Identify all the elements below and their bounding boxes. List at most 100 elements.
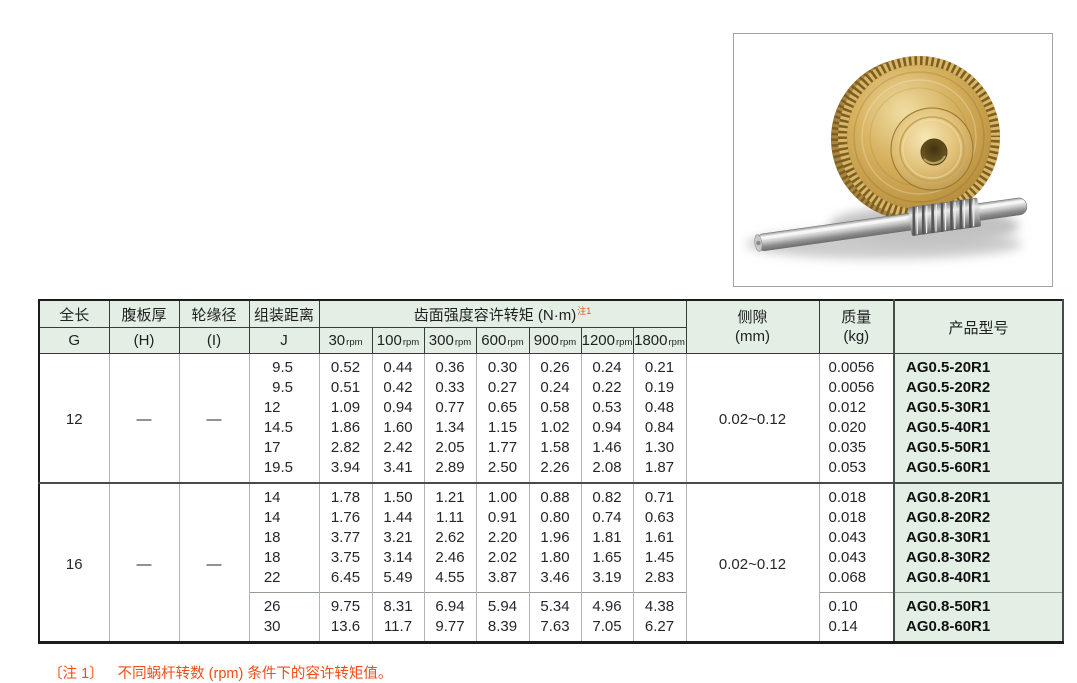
- cell-mass: 0.053: [818, 458, 895, 483]
- footnote-tag: 〔注 1〕: [48, 666, 104, 682]
- cell-torque: 3.77: [318, 528, 373, 548]
- cell-mass: 0.068: [818, 568, 895, 593]
- cell-mass: 0.035: [818, 438, 895, 458]
- header-rpm-1800: 1800rpm: [632, 327, 687, 354]
- cell-torque: 0.88: [528, 482, 582, 508]
- cell-torque: 2.82: [318, 438, 373, 458]
- header-rim-diameter: 轮缘径: [178, 299, 250, 328]
- cell-assembly-distance: 18: [248, 528, 320, 548]
- cell-torque: 0.51: [318, 378, 373, 398]
- cell-torque: 0.74: [580, 508, 634, 528]
- cell-model: AG0.5-60R1: [893, 458, 1064, 483]
- cell-torque: 8.31: [371, 592, 425, 617]
- cell-torque: 1.50: [371, 482, 425, 508]
- cell-torque: 1.44: [371, 508, 425, 528]
- cell-torque: 1.76: [318, 508, 373, 528]
- cell-torque: 0.53: [580, 398, 634, 418]
- cell-torque: 4.55: [423, 568, 477, 593]
- cell-torque: 6.27: [632, 617, 687, 643]
- cell-torque: 3.41: [371, 458, 425, 483]
- cell-torque: 0.42: [371, 378, 425, 398]
- table-row: 19.5 3.94 3.41 2.89 2.50 2.26 2.08 1.87 …: [39, 458, 1064, 483]
- cell-torque: 0.80: [528, 508, 582, 528]
- cell-torque: 3.21: [371, 528, 425, 548]
- torque-title-text: 齿面强度容许转矩 (N·m): [413, 306, 577, 324]
- cell-torque: 0.30: [475, 353, 530, 378]
- cell-torque: 0.33: [423, 378, 477, 398]
- cell-rim-diameter: —: [178, 353, 250, 483]
- cell-torque: 2.83: [632, 568, 687, 593]
- cell-torque: 4.96: [580, 592, 634, 617]
- table-row: 26 9.75 8.31 6.94 5.94 5.34 4.96 4.38 0.…: [39, 592, 1064, 617]
- cell-torque: 1.78: [318, 482, 373, 508]
- cell-assembly-distance: 9.5: [248, 353, 320, 378]
- cell-model: AG0.5-20R1: [893, 353, 1064, 378]
- table-row: 18 3.77 3.21 2.62 2.20 1.96 1.81 1.61 0.…: [39, 528, 1064, 548]
- table-row: 17 2.82 2.42 2.05 1.77 1.58 1.46 1.30 0.…: [39, 438, 1064, 458]
- cell-torque: 1.15: [475, 418, 530, 438]
- cell-mass: 0.0056: [818, 378, 895, 398]
- cell-model: AG0.5-40R1: [893, 418, 1064, 438]
- cell-web-thickness: —: [108, 482, 180, 643]
- cell-torque: 0.52: [318, 353, 373, 378]
- cell-torque: 1.09: [318, 398, 373, 418]
- bore-hole: [920, 138, 948, 166]
- cell-model: AG0.5-30R1: [893, 398, 1064, 418]
- header-row-1: 全长 腹板厚 轮缘径 组装距离 齿面强度容许转矩 (N·m)注1 侧隙 (mm) …: [38, 299, 1064, 354]
- cell-torque: 0.48: [632, 398, 687, 418]
- header-backlash: 侧隙 (mm): [685, 299, 820, 354]
- cell-torque: 0.19: [632, 378, 687, 398]
- cell-torque: 2.62: [423, 528, 477, 548]
- cell-torque: 1.58: [528, 438, 582, 458]
- cell-torque: 8.39: [475, 617, 530, 643]
- cell-torque: 1.65: [580, 548, 634, 568]
- cell-torque: 2.89: [423, 458, 477, 483]
- cell-torque: 5.49: [371, 568, 425, 593]
- cell-web-thickness: —: [108, 353, 180, 483]
- footnote-text: 不同蜗杆转数 (rpm) 条件下的容许转矩值。: [117, 666, 393, 682]
- table-row: 12 — — 9.5 0.52 0.44 0.36 0.30 0.26 0.24…: [38, 353, 1064, 483]
- cell-rim-diameter: —: [178, 482, 250, 643]
- cell-torque: 2.50: [475, 458, 530, 483]
- cell-model: AG0.8-50R1: [893, 592, 1064, 617]
- cell-torque: 2.08: [580, 458, 634, 483]
- cell-torque: 0.63: [632, 508, 687, 528]
- cell-torque: 0.94: [580, 418, 634, 438]
- cell-model: AG0.8-30R1: [893, 528, 1064, 548]
- cell-torque: 0.36: [423, 353, 477, 378]
- cell-model: AG0.8-30R2: [893, 548, 1064, 568]
- cell-mass: 0.018: [818, 482, 895, 508]
- cell-torque: 1.96: [528, 528, 582, 548]
- cell-torque: 0.65: [475, 398, 530, 418]
- cell-torque: 0.22: [580, 378, 634, 398]
- cell-torque: 11.7: [371, 617, 425, 643]
- cell-assembly-distance: 30: [248, 617, 320, 643]
- cell-torque: 2.26: [528, 458, 582, 483]
- cell-torque: 0.44: [371, 353, 425, 378]
- cell-torque: 0.77: [423, 398, 477, 418]
- cell-torque: 9.77: [423, 617, 477, 643]
- cell-assembly-distance: 14.5: [248, 418, 320, 438]
- backlash-label: 侧隙: [737, 308, 768, 326]
- backlash-unit: (mm): [735, 328, 770, 345]
- worm-gear-illustration: [734, 34, 1052, 286]
- cell-mass: 0.018: [818, 508, 895, 528]
- cell-torque: 0.58: [528, 398, 582, 418]
- cell-torque: 3.75: [318, 548, 373, 568]
- header-rpm-900: 900rpm: [528, 327, 582, 354]
- header-rpm-100: 100rpm: [371, 327, 425, 354]
- cell-torque: 2.02: [475, 548, 530, 568]
- cell-torque: 1.80: [528, 548, 582, 568]
- cell-torque: 9.75: [318, 592, 373, 617]
- cell-torque: 1.45: [632, 548, 687, 568]
- cell-torque: 2.05: [423, 438, 477, 458]
- cell-torque: 0.94: [371, 398, 425, 418]
- header-model: 产品型号: [893, 299, 1064, 354]
- cell-torque: 3.19: [580, 568, 634, 593]
- group-g12: 12 — — 9.5 0.52 0.44 0.36 0.30 0.26 0.24…: [38, 353, 1064, 483]
- cell-torque: 1.34: [423, 418, 477, 438]
- cell-mass: 0.0056: [818, 353, 895, 378]
- cell-torque: 5.34: [528, 592, 582, 617]
- cell-torque: 6.45: [318, 568, 373, 593]
- cell-mass: 0.012: [818, 398, 895, 418]
